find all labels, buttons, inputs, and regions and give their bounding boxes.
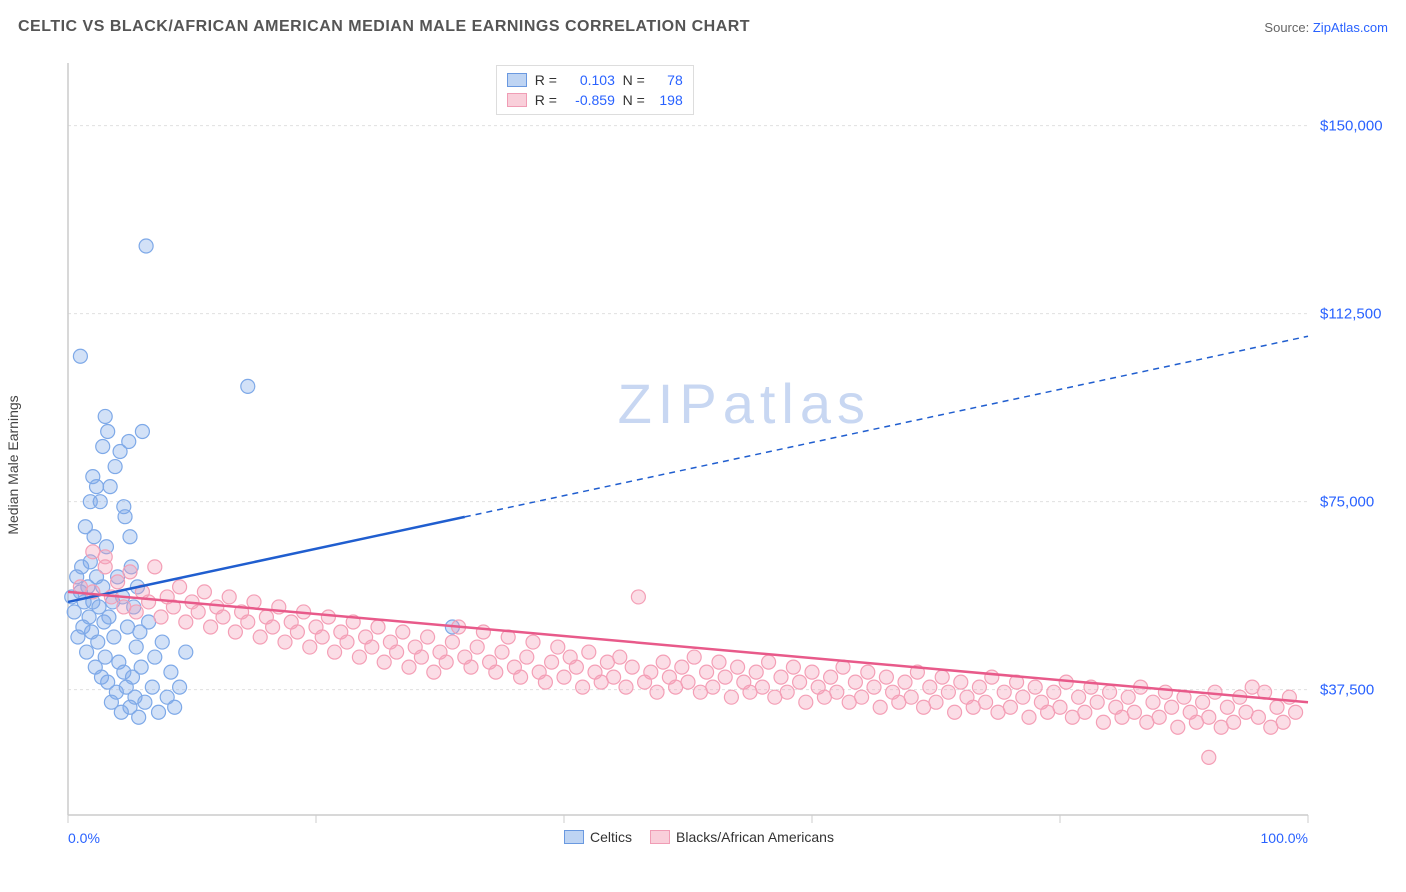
- svg-text:$37,500: $37,500: [1320, 682, 1374, 699]
- legend-item: Blacks/African Americans: [650, 829, 834, 845]
- chart-source: Source: ZipAtlas.com: [1264, 20, 1388, 35]
- legend-swatch: [564, 830, 584, 844]
- svg-text:100.0%: 100.0%: [1261, 830, 1308, 846]
- legend-stats: R = 0.103 N = 78: [535, 72, 683, 88]
- svg-text:$75,000: $75,000: [1320, 494, 1374, 511]
- svg-text:$150,000: $150,000: [1320, 118, 1383, 135]
- source-link[interactable]: ZipAtlas.com: [1313, 20, 1388, 35]
- chart-container: Median Male Earnings $37,500$75,000$112,…: [18, 55, 1388, 874]
- svg-text:0.0%: 0.0%: [68, 830, 100, 846]
- series-legend: Celtics Blacks/African Americans: [564, 829, 834, 845]
- legend-swatch: [650, 830, 670, 844]
- correlation-legend: R = 0.103 N = 78 R = -0.859 N = 198: [496, 65, 694, 115]
- chart-title: CELTIC VS BLACK/AFRICAN AMERICAN MEDIAN …: [18, 18, 750, 36]
- svg-text:$112,500: $112,500: [1320, 306, 1381, 323]
- correlation-chart: $37,500 $75,000 $112,500 $150,000 0.0% 100.0%: [18, 55, 1388, 875]
- chart-header: CELTIC VS BLACK/AFRICAN AMERICAN MEDIAN …: [18, 18, 1388, 36]
- legend-stats: R = -0.859 N = 198: [535, 92, 683, 108]
- legend-label: Celtics: [590, 829, 632, 845]
- legend-item: Celtics: [564, 829, 632, 845]
- legend-swatch: [507, 73, 527, 87]
- y-axis-label: Median Male Earnings: [5, 395, 21, 534]
- legend-label: Blacks/African Americans: [676, 829, 834, 845]
- legend-row: R = -0.859 N = 198: [507, 90, 683, 110]
- legend-row: R = 0.103 N = 78: [507, 70, 683, 90]
- legend-swatch: [507, 93, 527, 107]
